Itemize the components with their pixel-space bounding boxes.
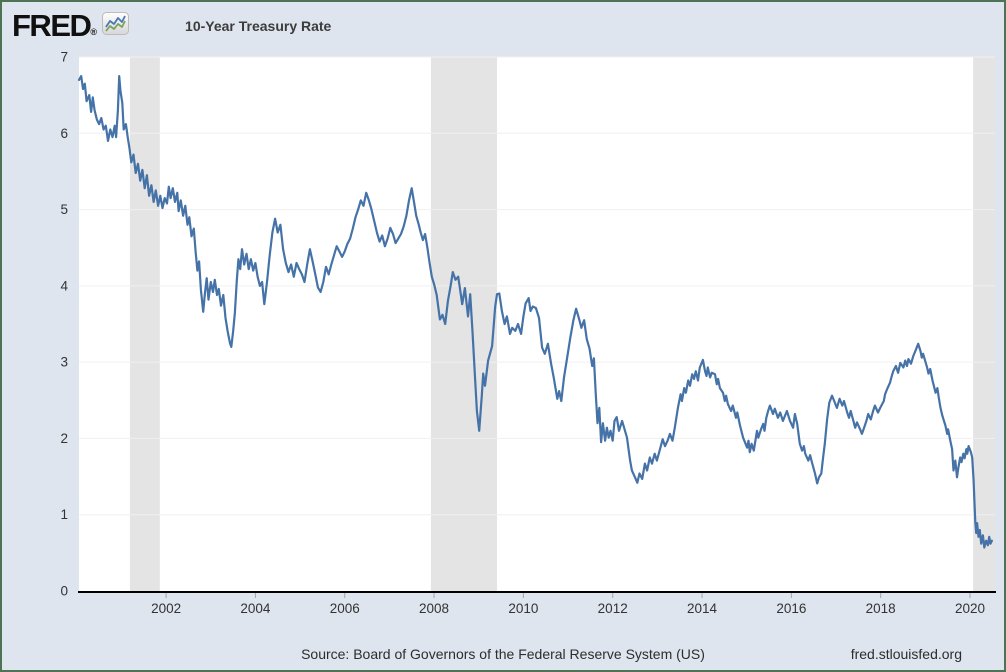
plot-area — [79, 57, 995, 591]
source-attribution: Source: Board of Governors of the Federa… — [301, 646, 705, 662]
chart-legend: 10-Year Treasury Rate — [159, 18, 331, 34]
x-axis-label: 2016 — [776, 601, 806, 616]
fred-sparkline-icon — [102, 12, 130, 40]
series-line-10-year-treasury-rate[interactable] — [77, 75, 993, 549]
y-axis-label: 4 — [60, 278, 68, 293]
y-axis-label: 5 — [60, 202, 68, 217]
y-axis-label: 3 — [60, 355, 68, 370]
chart-header: FRED ® 10-Year Treasury Rate — [2, 2, 1004, 48]
fred-logo-text: FRED — [12, 7, 92, 43]
x-axis-label: 2012 — [598, 601, 628, 616]
x-axis-label: 2014 — [687, 601, 718, 616]
y-axis-label: 7 — [60, 50, 68, 65]
recession-band — [129, 57, 160, 591]
registered-trademark-symbol: ® — [90, 26, 98, 37]
y-axis-label: 2 — [60, 431, 68, 446]
x-axis-label: 2010 — [508, 601, 538, 616]
x-axis-label: 2002 — [151, 601, 181, 616]
x-axis-label: 2018 — [866, 601, 896, 616]
legend-line-swatch — [159, 25, 176, 28]
y-axis-label: 1 — [60, 507, 68, 522]
y-axis-label: 6 — [60, 126, 68, 141]
y-axis-label: 0 — [60, 584, 68, 599]
legend-series-label: 10-Year Treasury Rate — [185, 18, 332, 34]
x-axis-label: 2006 — [330, 601, 360, 616]
recession-band — [973, 57, 995, 591]
x-axis-label: 2008 — [419, 601, 449, 616]
fred-logo[interactable]: FRED ® — [12, 10, 97, 41]
x-axis-label: 2004 — [240, 601, 271, 616]
recession-band — [430, 57, 498, 591]
fred-site-link[interactable]: fred.stlouisfed.org — [850, 646, 962, 662]
x-axis-label: 2020 — [955, 601, 985, 616]
